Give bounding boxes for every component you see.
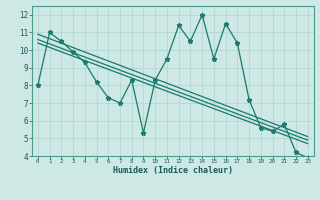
X-axis label: Humidex (Indice chaleur): Humidex (Indice chaleur) [113,166,233,175]
